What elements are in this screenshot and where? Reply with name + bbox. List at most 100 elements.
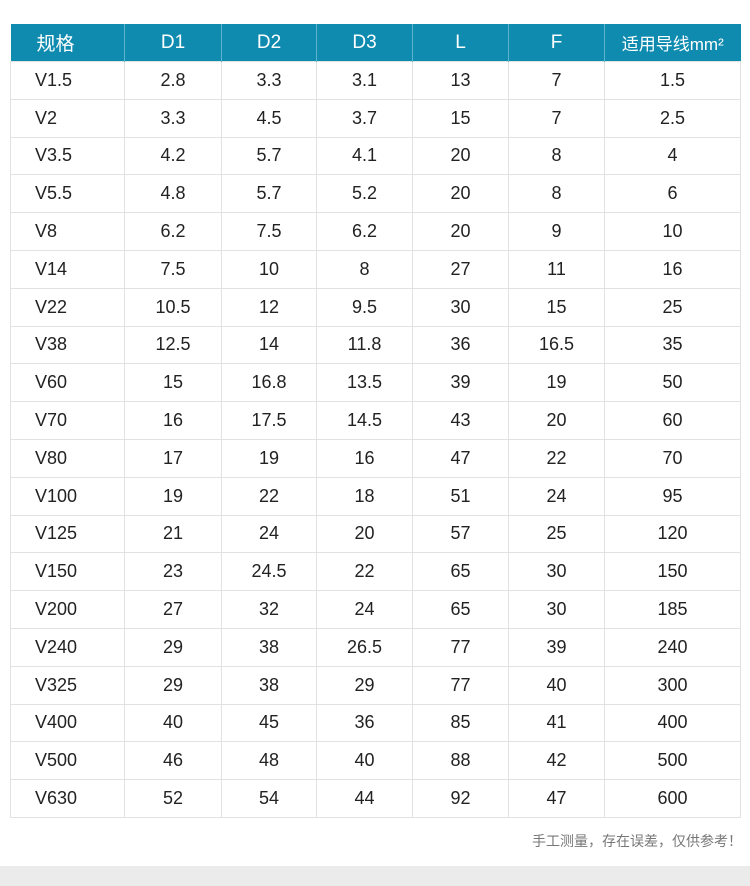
value-cell: 54 — [221, 779, 317, 818]
value-cell: 30 — [508, 552, 605, 592]
value-cell: 6.2 — [124, 212, 222, 251]
table-row: V400 40 45 36 85 41 400 — [10, 703, 741, 743]
table-row: V630 52 54 44 92 47 600 — [10, 779, 741, 818]
value-cell: 1.5 — [604, 61, 741, 100]
value-cell: 5.7 — [221, 136, 317, 176]
value-cell: 17 — [124, 438, 222, 478]
value-cell: 300 — [604, 665, 741, 705]
value-cell: 18 — [316, 476, 413, 516]
value-cell: 40 — [508, 665, 605, 705]
value-cell: 11.8 — [316, 325, 413, 365]
column-header: D1 — [124, 24, 222, 62]
table-row: V240 29 38 26.5 77 39 240 — [10, 627, 741, 667]
value-cell: 10.5 — [124, 287, 222, 327]
value-cell: 47 — [508, 779, 605, 818]
value-cell: 44 — [316, 779, 413, 818]
value-cell: 6 — [604, 174, 741, 214]
value-cell: 3.3 — [221, 61, 317, 100]
spec-cell: V240 — [10, 627, 125, 667]
value-cell: 51 — [412, 476, 509, 516]
column-header: L — [412, 24, 509, 62]
value-cell: 8 — [508, 136, 605, 176]
value-cell: 30 — [508, 590, 605, 629]
spec-cell: V100 — [10, 476, 125, 516]
value-cell: 29 — [124, 665, 222, 705]
value-cell: 36 — [316, 703, 413, 743]
value-cell: 70 — [604, 438, 741, 478]
value-cell: 17.5 — [221, 401, 317, 440]
value-cell: 65 — [412, 552, 509, 592]
spec-cell: V14 — [10, 249, 125, 289]
value-cell: 600 — [604, 779, 741, 818]
value-cell: 2.8 — [124, 61, 222, 100]
spec-cell: V8 — [10, 212, 125, 251]
value-cell: 21 — [124, 514, 222, 554]
value-cell: 23 — [124, 552, 222, 592]
value-cell: 24 — [316, 590, 413, 629]
value-cell: 29 — [124, 627, 222, 667]
table-row: V60 15 16.8 13.5 39 19 50 — [10, 363, 741, 403]
value-cell: 16 — [604, 249, 741, 289]
value-cell: 65 — [412, 590, 509, 629]
column-header: 规格 — [10, 24, 125, 62]
spec-cell: V125 — [10, 514, 125, 554]
value-cell: 20 — [508, 401, 605, 440]
spec-cell: V325 — [10, 665, 125, 705]
value-cell: 10 — [604, 212, 741, 251]
value-cell: 12.5 — [124, 325, 222, 365]
value-cell: 25 — [508, 514, 605, 554]
value-cell: 52 — [124, 779, 222, 818]
value-cell: 95 — [604, 476, 741, 516]
spec-cell: V5.5 — [10, 174, 125, 214]
value-cell: 92 — [412, 779, 509, 818]
value-cell: 185 — [604, 590, 741, 629]
value-cell: 500 — [604, 741, 741, 781]
column-header: D3 — [316, 24, 413, 62]
value-cell: 16.8 — [221, 363, 317, 403]
spec-cell: V1.5 — [10, 61, 125, 100]
table-row: V125 21 24 20 57 25 120 — [10, 514, 741, 554]
spec-cell: V3.5 — [10, 136, 125, 176]
value-cell: 22 — [316, 552, 413, 592]
value-cell: 6.2 — [316, 212, 413, 251]
value-cell: 24 — [221, 514, 317, 554]
value-cell: 16 — [316, 438, 413, 478]
value-cell: 39 — [412, 363, 509, 403]
value-cell: 9.5 — [316, 287, 413, 327]
value-cell: 19 — [221, 438, 317, 478]
table-row: V80 17 19 16 47 22 70 — [10, 438, 741, 478]
value-cell: 47 — [412, 438, 509, 478]
column-header: D2 — [221, 24, 317, 62]
table-row: V100 19 22 18 51 24 95 — [10, 476, 741, 516]
value-cell: 7.5 — [124, 249, 222, 289]
value-cell: 11 — [508, 249, 605, 289]
column-header: F — [508, 24, 605, 62]
value-cell: 46 — [124, 741, 222, 781]
value-cell: 3.3 — [124, 98, 222, 138]
value-cell: 15 — [508, 287, 605, 327]
value-cell: 13.5 — [316, 363, 413, 403]
bottom-band — [0, 866, 750, 886]
value-cell: 3.1 — [316, 61, 413, 100]
value-cell: 16.5 — [508, 325, 605, 365]
value-cell: 45 — [221, 703, 317, 743]
value-cell: 13 — [412, 61, 509, 100]
value-cell: 19 — [508, 363, 605, 403]
table-row: V22 10.5 12 9.5 30 15 25 — [10, 287, 741, 327]
value-cell: 38 — [221, 627, 317, 667]
value-cell: 24 — [508, 476, 605, 516]
value-cell: 50 — [604, 363, 741, 403]
value-cell: 7 — [508, 98, 605, 138]
value-cell: 60 — [604, 401, 741, 440]
table-row: V325 29 38 29 77 40 300 — [10, 665, 741, 705]
value-cell: 10 — [221, 249, 317, 289]
value-cell: 4.8 — [124, 174, 222, 214]
value-cell: 43 — [412, 401, 509, 440]
value-cell: 20 — [412, 174, 509, 214]
value-cell: 27 — [124, 590, 222, 629]
table-row: V200 27 32 24 65 30 185 — [10, 590, 741, 629]
value-cell: 77 — [412, 665, 509, 705]
value-cell: 35 — [604, 325, 741, 365]
value-cell: 22 — [508, 438, 605, 478]
value-cell: 42 — [508, 741, 605, 781]
